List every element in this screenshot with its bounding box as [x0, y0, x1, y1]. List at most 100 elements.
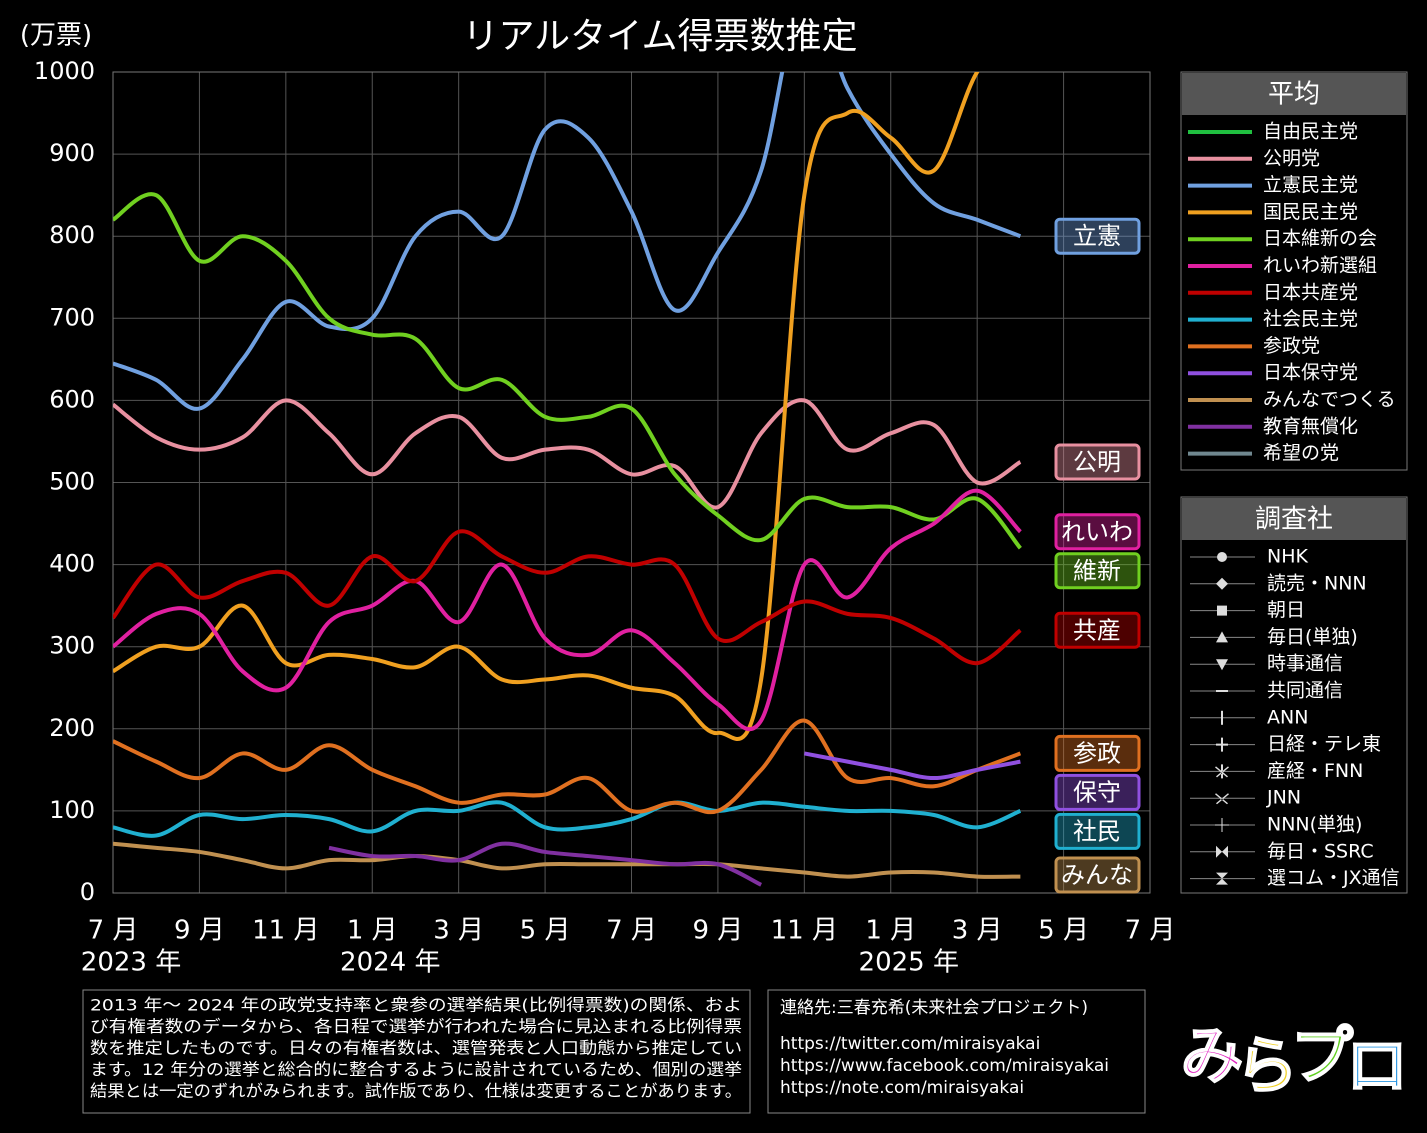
legend-label: 希望の党 — [1263, 442, 1339, 464]
y-tick-label: 600 — [49, 385, 95, 413]
pollster-marker — [1217, 605, 1227, 616]
pollster-label: 読売・NNN — [1267, 572, 1367, 594]
pollster-label: 共同通信 — [1267, 680, 1343, 702]
plot-lines — [113, 72, 1022, 887]
y-tick-label: 0 — [80, 878, 95, 906]
x-tick-label: 9 月 — [174, 916, 225, 946]
contact-line: https://www.facebook.com/miraisyakai — [780, 1056, 1109, 1076]
end-label: 参政 — [1073, 739, 1121, 767]
pollster-label: 産経・FNN — [1267, 760, 1363, 782]
x-tick-label: 3 月 — [433, 916, 484, 946]
series-line — [113, 841, 1021, 879]
y-tick-label: 900 — [49, 139, 95, 167]
x-tick-label: 5 月 — [520, 916, 571, 946]
year-label: 2023 年 — [81, 948, 181, 978]
contact-line: https://note.com/miraisyakai — [780, 1078, 1024, 1098]
end-label-box — [1054, 443, 1141, 481]
end-label: みんな — [1061, 861, 1133, 889]
legend-label: 公明党 — [1263, 147, 1320, 169]
x-tick-label: 3 月 — [952, 916, 1003, 946]
plot-border — [112, 71, 1151, 894]
y-tick-label: 500 — [49, 468, 95, 496]
x-tick-label: 11 月 — [252, 916, 319, 946]
series-line — [113, 718, 1022, 815]
x-tick-label: 7 月 — [606, 916, 657, 946]
pollster-marker — [1216, 872, 1228, 885]
y-axis-label: (万票) — [20, 21, 92, 51]
x-tick-label: 11 月 — [771, 916, 838, 946]
y-tick-label: 1000 — [34, 57, 95, 85]
x-tick-label: 1 月 — [347, 916, 398, 946]
x-tick-label: 7 月 — [1125, 916, 1176, 946]
end-label: 維新 — [1073, 557, 1121, 585]
legend-label: 日本保守党 — [1263, 362, 1358, 384]
logo-char: み — [1181, 1019, 1243, 1092]
note-line: び有権者数のデータから、各日程で選挙が行われた場合に見込まれる比例得票 — [90, 1017, 742, 1036]
legend-label: 日本共産党 — [1263, 281, 1358, 303]
pollster-box — [1180, 496, 1408, 894]
series-line — [113, 800, 1022, 838]
end-label-box — [1054, 611, 1141, 649]
contact-line: https://twitter.com/miraisyakai — [780, 1034, 1040, 1054]
pollster-label: 時事通信 — [1267, 653, 1343, 675]
series-line — [328, 841, 763, 887]
pollster-marker — [1215, 764, 1229, 779]
pollster-marker — [1221, 710, 1223, 725]
x-tick-label: 1 月 — [865, 916, 916, 946]
end-label-box — [1054, 734, 1141, 772]
note-line: 結果とは一定のずれがみられます。試作版であり、仕様は変更することがあります。 — [90, 1082, 742, 1101]
end-label-box — [1054, 856, 1141, 894]
legend-box — [1180, 71, 1408, 471]
notes-box — [82, 989, 751, 1114]
end-label-box — [1054, 812, 1141, 850]
contact-box — [767, 989, 1146, 1114]
pollster-marker — [1216, 577, 1228, 590]
end-label-box — [1054, 513, 1141, 551]
pollster-label: ANN — [1267, 706, 1308, 728]
y-tick-label: 100 — [49, 796, 95, 824]
year-label: 2024 年 — [340, 948, 440, 978]
x-tick-label: 5 月 — [1038, 916, 1089, 946]
pollster-label: NNN(単独) — [1267, 814, 1362, 836]
legend-label: 社会民主党 — [1263, 308, 1358, 330]
pollster-marker — [1215, 793, 1229, 805]
y-tick-label: 300 — [49, 632, 95, 660]
legend-label: 参政党 — [1263, 335, 1320, 357]
pollster-marker — [1217, 552, 1227, 562]
legend-label: 教育無償化 — [1263, 415, 1358, 437]
end-label: れいわ — [1061, 518, 1133, 546]
end-label: 公明 — [1073, 448, 1121, 476]
pollster-label: 選コム・JX通信 — [1267, 867, 1400, 889]
end-label: 保守 — [1073, 778, 1121, 806]
end-label: 立憲 — [1073, 222, 1121, 250]
x-tick-label: 9 月 — [693, 916, 744, 946]
end-label-box — [1054, 217, 1141, 255]
y-tick-label: 700 — [49, 303, 95, 331]
series-line — [113, 488, 1022, 732]
legend-label: 自由民主党 — [1263, 121, 1358, 143]
y-tick-label: 400 — [49, 550, 95, 578]
logo-char: ら — [1236, 1029, 1298, 1102]
end-label: 共産 — [1073, 616, 1121, 644]
pollster-title: 調査社 — [1255, 505, 1333, 535]
y-tick-label: 800 — [49, 221, 95, 249]
note-line: 数を推定したものです。日々の有権者数は、選管発表と人口動態から推定してい — [90, 1039, 742, 1058]
x-tick-label: 7 月 — [88, 916, 139, 946]
end-label: 社民 — [1073, 817, 1121, 845]
y-tick-label: 200 — [49, 714, 95, 742]
legend-header — [1182, 73, 1406, 115]
legend-label: れいわ新選組 — [1263, 255, 1377, 277]
legend-label: 日本維新の会 — [1263, 228, 1377, 250]
end-label-box — [1054, 773, 1141, 811]
pollster-header — [1182, 498, 1406, 540]
pollster-label: 日経・テレ東 — [1267, 733, 1381, 755]
pollster-label: JNN — [1266, 787, 1301, 809]
legend-label: 立憲民主党 — [1263, 174, 1358, 196]
logo-char: ロ — [1346, 1029, 1408, 1102]
pollster-marker — [1216, 690, 1228, 692]
logo-char: プ — [1291, 1019, 1353, 1092]
series-line — [113, 192, 1022, 550]
chart-title: リアルタイム得票数推定 — [463, 16, 858, 57]
series-line — [113, 72, 1022, 411]
